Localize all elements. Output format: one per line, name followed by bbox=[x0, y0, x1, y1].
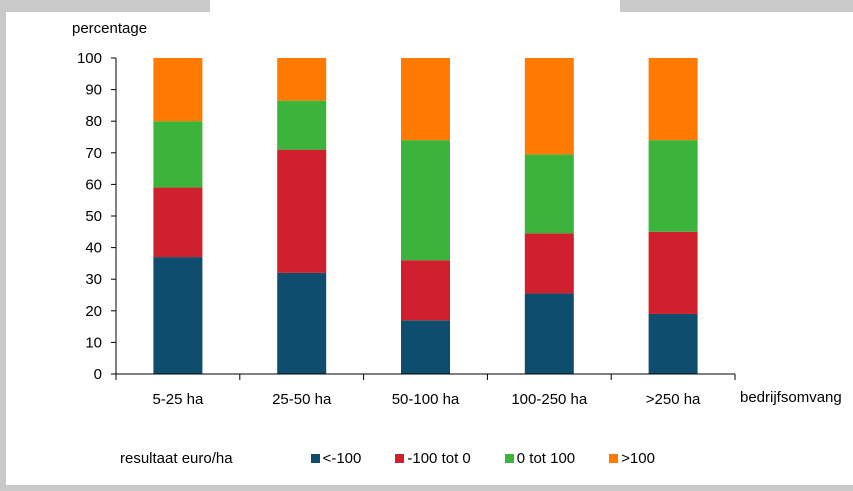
legend-item-gt-100: >100 bbox=[609, 450, 655, 467]
legend-swatch bbox=[310, 454, 320, 463]
y-tick-label: 80 bbox=[85, 113, 102, 130]
bar-segment-4-1 bbox=[648, 231, 698, 314]
legend-label: >100 bbox=[621, 450, 655, 467]
chart-legend: resultaat euro/ha <-100 -100 tot 0 0 tot… bbox=[120, 450, 689, 467]
frame-bottom-border bbox=[0, 485, 853, 491]
legend-swatch bbox=[504, 454, 514, 463]
y-tick-label: 70 bbox=[85, 145, 102, 162]
legend-title: resultaat euro/ha bbox=[120, 450, 233, 467]
bar-segment-4-0 bbox=[648, 313, 698, 374]
x-axis-title: bedrijfsomvang bbox=[740, 389, 842, 406]
bar-segment-2-3 bbox=[401, 58, 450, 141]
bar-segment-1-0 bbox=[277, 272, 327, 374]
top-banner bbox=[0, 0, 853, 12]
x-tick-label: 5-25 ha bbox=[152, 391, 204, 408]
y-tick-label: 60 bbox=[85, 176, 102, 193]
y-tick-label: 0 bbox=[94, 366, 102, 383]
bar-segment-1-1 bbox=[277, 149, 327, 273]
bar-segment-0-0 bbox=[153, 257, 203, 374]
bar-segment-4-2 bbox=[648, 140, 698, 232]
legend-swatch bbox=[395, 454, 405, 463]
y-tick-label: 30 bbox=[85, 271, 102, 288]
x-tick-label: >250 ha bbox=[646, 391, 701, 408]
bar-segment-2-2 bbox=[401, 140, 450, 261]
bar-segment-3-1 bbox=[524, 233, 574, 294]
bar-segment-3-0 bbox=[524, 293, 574, 374]
legend-item-lt-minus-100: <-100 bbox=[310, 450, 362, 467]
x-tick-label: 50-100 ha bbox=[392, 391, 460, 408]
frame-left-border bbox=[0, 12, 6, 491]
y-tick-label: 90 bbox=[85, 82, 102, 99]
bar-segment-0-3 bbox=[153, 58, 203, 122]
bar-segment-2-0 bbox=[401, 320, 450, 374]
bar-segment-1-3 bbox=[277, 58, 327, 101]
y-tick-label: 50 bbox=[85, 208, 102, 225]
bar-segment-3-3 bbox=[524, 58, 574, 155]
y-axis-title: percentage bbox=[72, 20, 147, 37]
y-tick-label: 20 bbox=[85, 303, 102, 320]
bar-segment-2-1 bbox=[401, 260, 450, 321]
legend-label: 0 tot 100 bbox=[516, 450, 576, 467]
y-tick-label: 10 bbox=[85, 334, 102, 351]
bar-segment-1-2 bbox=[277, 100, 327, 150]
banner-stripe-right bbox=[620, 0, 853, 12]
y-tick-label: 100 bbox=[77, 50, 102, 67]
bar-segment-0-1 bbox=[153, 187, 203, 258]
y-tick-label: 40 bbox=[85, 240, 102, 257]
bar-segment-0-2 bbox=[153, 121, 203, 188]
legend-label: -100 tot 0 bbox=[407, 450, 471, 467]
bar-segment-4-3 bbox=[648, 58, 698, 141]
banner-stripe-left bbox=[0, 0, 210, 12]
legend-item-minus-100-to-0: -100 tot 0 bbox=[395, 450, 471, 467]
x-tick-label: 25-50 ha bbox=[272, 391, 332, 408]
legend-label: <-100 bbox=[322, 450, 362, 467]
legend-item-0-to-100: 0 tot 100 bbox=[504, 450, 576, 467]
legend-swatch bbox=[609, 454, 619, 463]
x-tick-label: 100-250 ha bbox=[511, 391, 588, 408]
bar-segment-3-2 bbox=[524, 154, 574, 234]
